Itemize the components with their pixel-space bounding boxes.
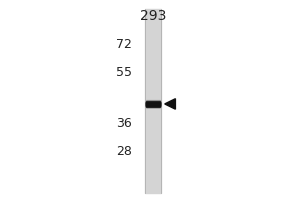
Text: 293: 293 [140,9,166,23]
Text: 28: 28 [116,145,132,158]
Polygon shape [165,99,176,109]
Bar [146,102,160,105]
Bar [145,9,161,193]
Text: 55: 55 [116,66,132,79]
Bar [146,102,160,106]
Bar [146,101,160,107]
Text: 36: 36 [116,117,132,130]
Bar [146,101,160,107]
Bar [146,101,160,107]
Bar [146,102,160,106]
Text: 72: 72 [116,38,132,51]
Bar [146,102,160,106]
Bar [146,100,160,107]
Bar [146,102,160,106]
